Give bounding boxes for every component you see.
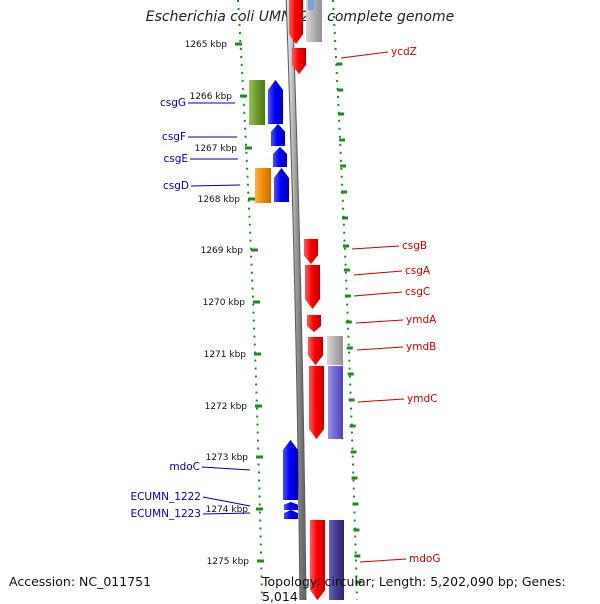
leader-line	[351, 245, 400, 250]
leader-line	[202, 512, 251, 515]
leader-line	[340, 51, 389, 59]
gene-arrow-csgD	[273, 167, 290, 203]
scale-label: 1273 kbp	[206, 453, 249, 463]
feature-box	[306, 0, 322, 42]
gene-arrow-forward	[291, 47, 307, 75]
gene-arrow-csgG	[267, 79, 284, 125]
gene-arrow-ECUMN_1223	[283, 509, 299, 520]
gene-arrow-csgF	[270, 123, 286, 147]
gene-label-csgC: csgC	[405, 286, 430, 298]
gene-label-mdoG: mdoG	[409, 553, 440, 565]
gene-arrow-csgB	[303, 238, 319, 265]
gene-arrow-ECUMN_1222	[283, 501, 299, 511]
scale-label: 1274 kbp	[206, 505, 249, 515]
feature-box-mdoG	[329, 520, 344, 600]
gene-label-csgE: csgE	[163, 153, 188, 165]
scale-label: 1272 kbp	[205, 402, 248, 412]
feature-box-ymdC	[328, 366, 343, 439]
gene-arrow-csgE	[272, 146, 288, 168]
gene-arrow-forward	[288, 0, 304, 45]
scale-label: 1268 kbp	[198, 195, 241, 205]
scale-label: 1267 kbp	[195, 144, 238, 154]
gene-label-csgD: csgD	[163, 180, 189, 192]
gene-label-ymdC: ymdC	[407, 393, 437, 405]
leader-line	[201, 466, 251, 471]
leader-line	[359, 558, 407, 563]
leader-line	[353, 270, 403, 276]
scale-ruler-right	[332, 0, 358, 600]
gene-arrow-mdoC	[282, 439, 299, 501]
leader-line	[355, 319, 404, 324]
gene-label-csgG: csgG	[160, 97, 186, 109]
feature-box-csgD	[255, 168, 271, 203]
gene-label-ECUMN_1223: ECUMN_1223	[130, 508, 201, 520]
leader-line	[190, 184, 241, 187]
gene-arrow-csgA	[304, 264, 321, 310]
gene-arrow-ymdC	[308, 365, 325, 440]
scale-label: 1265 kbp	[185, 40, 228, 50]
feature-box-ymdB	[327, 336, 343, 365]
scale-label: 1266 kbp	[190, 92, 233, 102]
gene-label-csgF: csgF	[162, 131, 186, 143]
leader-line	[202, 496, 251, 507]
leader-line	[357, 398, 405, 403]
gene-label-ECUMN_1222: ECUMN_1222	[130, 491, 201, 503]
genome-backbone	[286, 0, 306, 600]
gene-label-mdoC: mdoC	[169, 461, 200, 473]
gene-arrow-ymdB	[307, 336, 324, 366]
gene-arrow-ymdA	[306, 314, 322, 333]
scale-label: 1275 kbp	[207, 557, 250, 567]
leader-line	[353, 291, 403, 297]
gene-arrow-mdoG	[309, 519, 326, 600]
scale-label: 1270 kbp	[203, 298, 246, 308]
feature-box-csgG	[249, 80, 265, 125]
scale-label: 1269 kbp	[201, 246, 244, 256]
scale-label: 1271 kbp	[204, 350, 247, 360]
feature-box	[308, 0, 314, 10]
leader-line	[356, 346, 404, 351]
gene-label-ycdZ: ycdZ	[391, 46, 417, 58]
gene-label-ymdB: ymdB	[406, 341, 436, 353]
accession-label: Accession: NC_011751	[9, 574, 152, 589]
gene-label-ymdA: ymdA	[406, 314, 437, 326]
gene-label-csgB: csgB	[402, 240, 427, 252]
gene-label-csgA: csgA	[405, 265, 431, 277]
